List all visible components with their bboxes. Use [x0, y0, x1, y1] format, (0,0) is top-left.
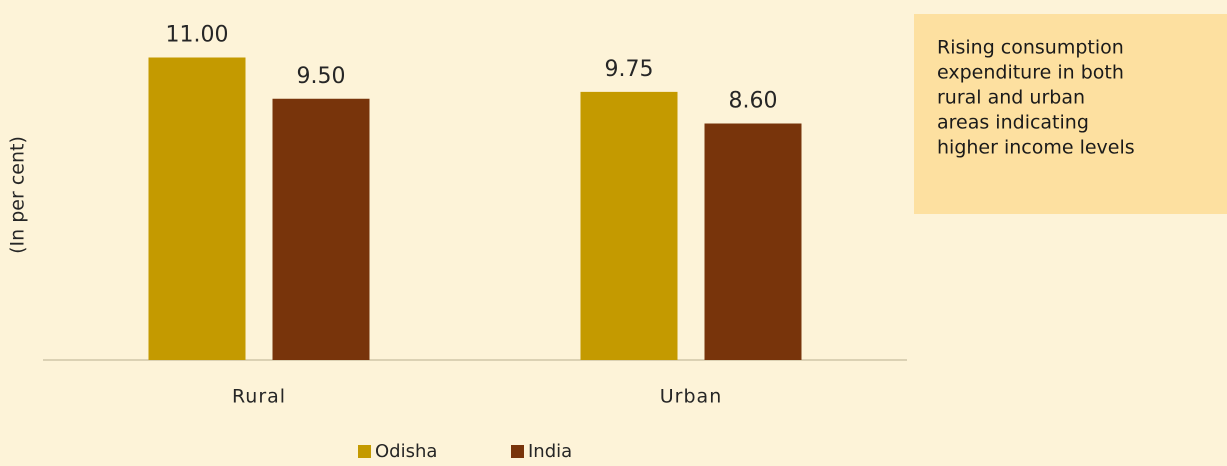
annotation-line: higher income levels	[937, 137, 1135, 159]
legend-label: India	[528, 441, 572, 462]
y-axis-label: (In per cent)	[7, 136, 29, 254]
data-label: 11.00	[166, 23, 229, 48]
annotation-line: expenditure in both	[937, 62, 1124, 84]
data-label: 8.60	[729, 89, 778, 114]
annotation-line: rural and urban	[937, 87, 1085, 109]
x-tick-label: Urban	[660, 386, 722, 408]
legend-swatch	[511, 445, 524, 458]
bar	[272, 98, 370, 360]
legend-swatch	[358, 445, 371, 458]
data-label: 9.50	[297, 64, 346, 89]
bar	[148, 57, 246, 360]
bar	[580, 91, 678, 360]
annotation-line: areas indicating	[937, 112, 1089, 134]
annotation-line: Rising consumption	[937, 37, 1124, 59]
bar	[704, 123, 802, 360]
data-label: 9.75	[605, 57, 654, 82]
x-tick-label: Rural	[232, 386, 286, 408]
legend-label: Odisha	[375, 441, 437, 462]
annotation-box	[914, 14, 1227, 214]
